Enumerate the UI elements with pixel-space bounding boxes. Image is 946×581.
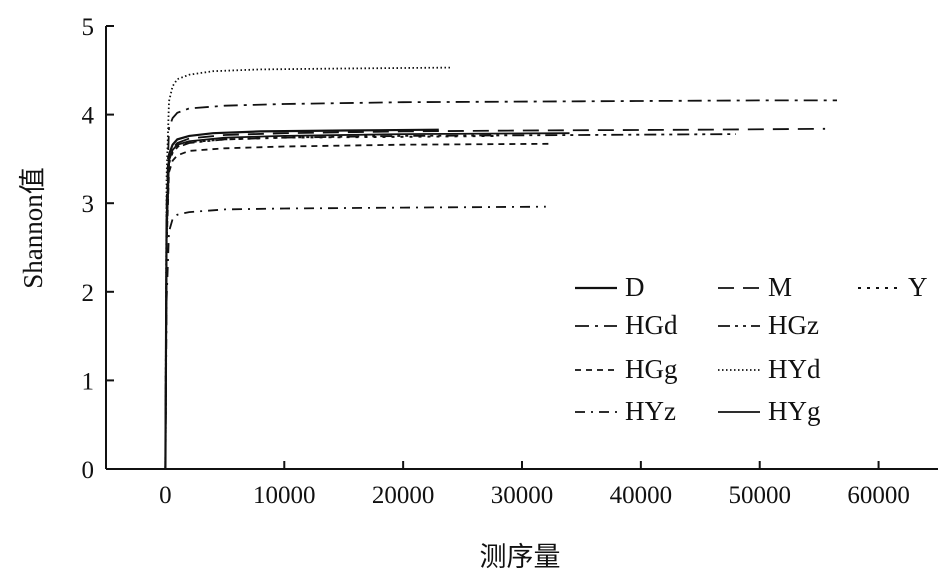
legend-label-d: D [625, 272, 645, 302]
y-tick-label: 4 [82, 103, 95, 130]
series-line-y [164, 134, 499, 470]
legend-label-hyz: HYz [625, 396, 676, 426]
series-line-hyg [164, 132, 570, 470]
x-tick-label: 40000 [610, 482, 673, 509]
x-axis-label: 测序量 [480, 542, 561, 572]
x-axis-ticks: 0 10000 20000 30000 40000 50000 60000 [159, 461, 910, 509]
series-line-d [164, 128, 439, 470]
y-axis-ticks: 0 1 2 3 4 5 [82, 14, 114, 484]
legend-label-m: M [768, 272, 792, 302]
series-line-hyd [164, 66, 451, 470]
y-tick-label: 1 [82, 368, 95, 395]
x-tick-label: 50000 [728, 482, 791, 509]
x-tick-label: 20000 [372, 482, 435, 509]
x-tick-label: 10000 [253, 482, 316, 509]
series-lines [164, 66, 837, 470]
y-tick-label: 3 [82, 191, 95, 218]
legend-label-hyd: HYd [768, 354, 821, 384]
x-tick-label: 30000 [491, 482, 554, 509]
legend: D M Y HGd HGz HGg HYd HYz HYg [575, 272, 928, 426]
series-line-hgd [164, 99, 837, 470]
legend-label-hgz: HGz [768, 310, 819, 340]
series-line-hgz [164, 133, 736, 470]
legend-label-hyg: HYg [768, 396, 821, 426]
y-tick-label: 0 [82, 457, 95, 484]
legend-label-hgg: HGg [625, 354, 678, 384]
x-tick-label: 60000 [847, 482, 910, 509]
y-tick-label: 5 [82, 14, 95, 41]
series-line-hgg [164, 142, 552, 470]
legend-label-y: Y [908, 272, 928, 302]
series-line-m [164, 127, 826, 470]
plot-area: 0 10000 20000 30000 40000 50000 60000 0 1 2 3 4 5 [82, 14, 938, 509]
x-tick-label: 0 [159, 482, 172, 509]
y-axis-label: Shannon值 [18, 167, 48, 289]
y-tick-label: 2 [82, 280, 95, 307]
series-line-hyz [164, 205, 546, 470]
legend-label-hgd: HGd [625, 310, 678, 340]
